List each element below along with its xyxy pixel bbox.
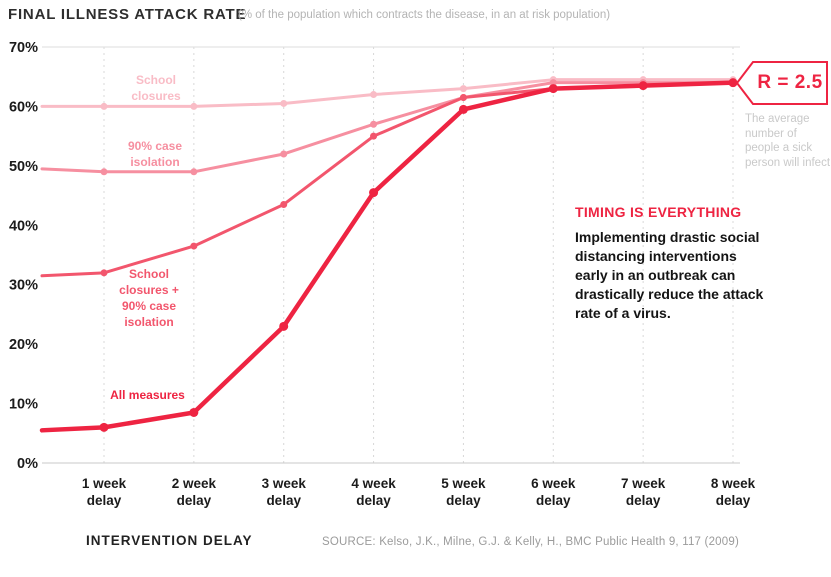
r-value-badge: R = 2.5 — [735, 60, 829, 106]
data-point — [369, 188, 379, 198]
x-tick-label-week: 3 week — [262, 476, 307, 491]
data-point — [189, 407, 199, 417]
data-point — [638, 81, 648, 91]
x-tick-label-week: 2 week — [172, 476, 217, 491]
data-point — [459, 85, 467, 93]
data-point — [190, 242, 198, 250]
series-all-measures — [39, 78, 738, 433]
x-tick-label-delay: delay — [716, 493, 751, 508]
y-tick-label: 70% — [9, 40, 38, 56]
data-point — [190, 168, 198, 176]
x-tick-label-week: 8 week — [711, 476, 756, 491]
r-value-text: R = 2.5 — [757, 72, 823, 93]
y-tick-label: 40% — [9, 218, 38, 234]
source-citation: SOURCE: Kelso, J.K., Milne, G.J. & Kelly… — [322, 536, 739, 548]
data-point — [99, 422, 109, 432]
data-point — [280, 99, 288, 107]
x-tick-label-week: 5 week — [441, 476, 486, 491]
timing-body: Implementing drastic social distancing i… — [575, 229, 764, 321]
x-tick-label-week: 4 week — [351, 476, 396, 491]
y-axis-ticks: 0% 10% 20% 30% 40% 50% 60% 70% — [9, 40, 38, 472]
data-point — [728, 78, 738, 88]
data-point — [100, 168, 108, 176]
x-axis-title: INTERVENTION DELAY — [86, 533, 253, 548]
gridlines — [42, 46, 740, 464]
x-tick-label-delay: delay — [356, 493, 391, 508]
data-point — [100, 269, 108, 277]
data-point — [370, 91, 378, 99]
data-point — [370, 120, 378, 128]
data-point — [190, 102, 198, 110]
x-tick-label-delay: delay — [177, 493, 212, 508]
x-tick-label-delay: delay — [446, 493, 481, 508]
x-tick-label-delay: delay — [266, 493, 301, 508]
x-tick-label-delay: delay — [626, 493, 661, 508]
data-point — [549, 79, 557, 87]
x-tick-label-delay: delay — [536, 493, 571, 508]
y-tick-label: 50% — [9, 159, 38, 175]
series-label-school-closures: School closures — [131, 73, 181, 103]
series-label-school-closures-plus-isolation: School closures + 90% case isolation — [119, 267, 179, 329]
y-tick-label: 0% — [17, 456, 38, 472]
r-value-description: The average number of people a sick pers… — [745, 113, 831, 169]
x-tick-label-week: 7 week — [621, 476, 666, 491]
series-label-all-measures: All measures — [110, 388, 185, 402]
data-point — [458, 104, 468, 114]
page-subtitle: (% of the population which contracts the… — [238, 9, 611, 21]
y-tick-label: 20% — [9, 337, 38, 353]
data-point — [280, 150, 288, 158]
timing-heading: TIMING IS EVERYTHING — [575, 204, 742, 220]
series-label-90-case-isolation: 90% case isolation — [127, 139, 183, 169]
data-point — [370, 132, 378, 140]
data-point — [279, 321, 289, 331]
x-tick-label-week: 6 week — [531, 476, 576, 491]
y-tick-label: 30% — [9, 278, 38, 294]
y-tick-label: 10% — [9, 397, 38, 413]
tag-shape-icon — [735, 61, 828, 105]
page-title: FINAL ILLNESS ATTACK RATE — [8, 6, 247, 23]
x-tick-label-week: 1 week — [82, 476, 127, 491]
data-point — [459, 94, 467, 102]
x-axis-ticks: 1 week delay 2 week delay 3 week delay 4 week d… — [82, 476, 756, 508]
x-tick-label-delay: delay — [87, 493, 122, 508]
data-point — [280, 200, 288, 208]
data-point — [548, 84, 558, 94]
data-point — [100, 102, 108, 110]
y-tick-label: 60% — [9, 99, 38, 115]
